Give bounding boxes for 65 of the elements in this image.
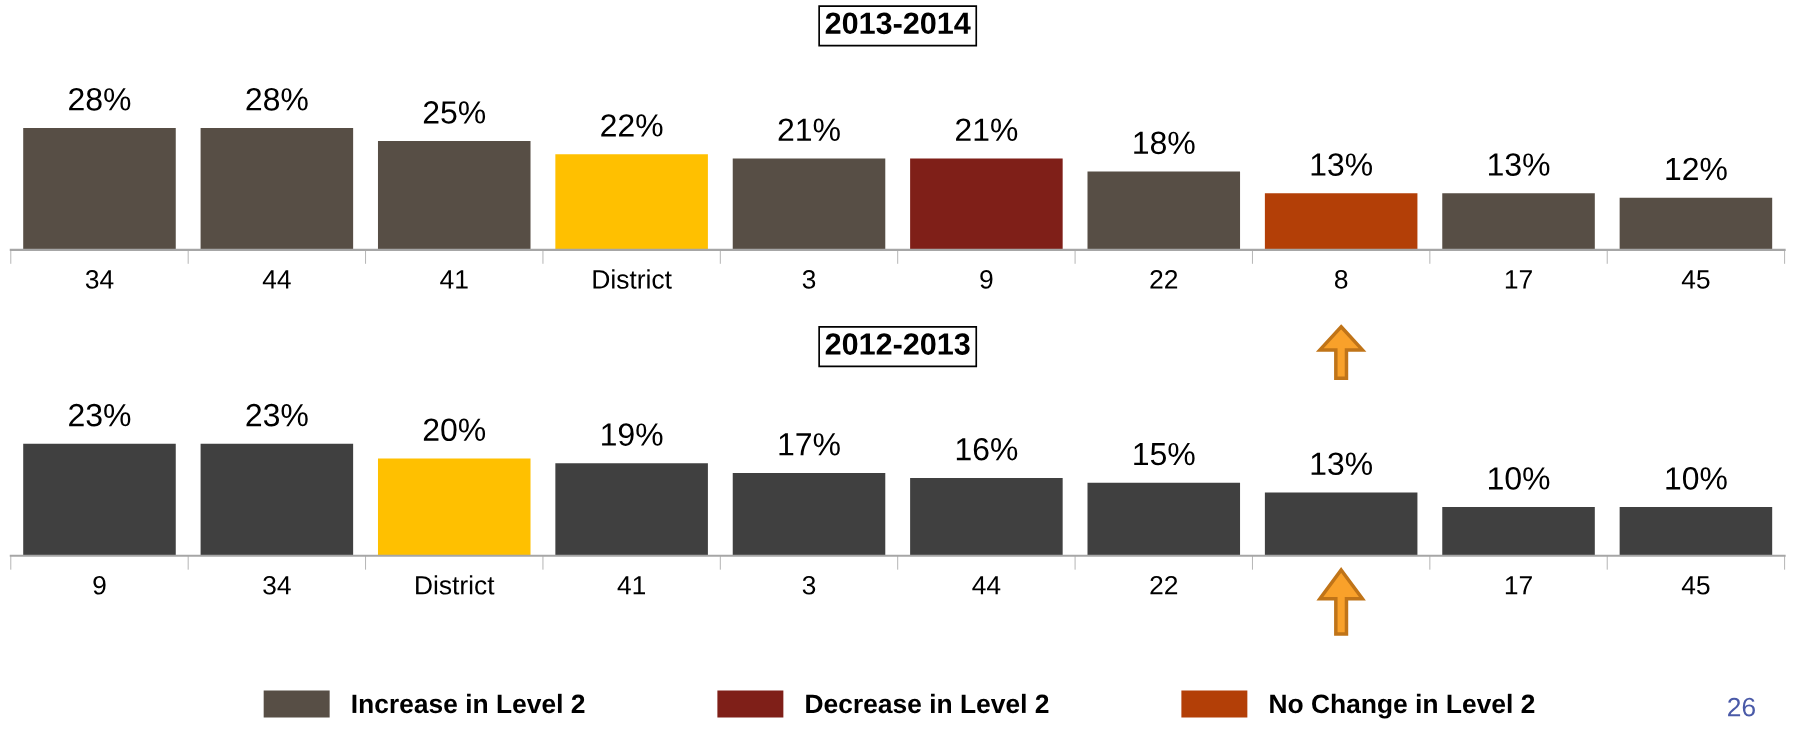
x-tick-label: 3 (802, 270, 816, 289)
x-tick-label: 17 (1505, 576, 1532, 595)
bar (1087, 482, 1241, 556)
chart-title: 2012-2013 (825, 333, 970, 355)
bar (555, 154, 708, 250)
bar (200, 128, 354, 250)
x-tick-label: 9 (93, 575, 106, 595)
bar (1087, 171, 1241, 250)
data-label: 13% (1489, 153, 1550, 176)
x-tick-label: 9 (980, 270, 993, 289)
data-label: 23% (246, 403, 308, 427)
x-tick-label: 17 (1505, 270, 1532, 289)
x-tick-label: 22 (1150, 575, 1178, 595)
x-tick-label: 41 (440, 270, 468, 289)
data-label: 21% (956, 118, 1018, 141)
bar (23, 443, 176, 556)
data-label: 12% (1666, 157, 1727, 181)
x-tick-label: 34 (263, 575, 291, 595)
bar (377, 458, 531, 556)
data-label: 22% (601, 114, 663, 137)
x-tick-label: 44 (262, 270, 291, 289)
x-tick-label: District (416, 575, 495, 595)
chart-title: 2013-2014 (825, 12, 971, 35)
x-tick-label: 45 (1681, 270, 1710, 289)
data-label: 13% (1311, 153, 1372, 176)
data-label: 10% (1489, 467, 1550, 490)
bar (200, 443, 354, 556)
x-tick-label: 44 (972, 576, 1001, 595)
text: 26 (1728, 697, 1755, 717)
legend-label: Increase in Level 2 (352, 693, 585, 714)
legend-label: Decrease in Level 2 (806, 693, 1049, 714)
bar (732, 158, 886, 250)
data-label: 18% (1134, 131, 1195, 155)
bar (1442, 507, 1595, 556)
bar (910, 477, 1063, 556)
x-tick-label: 45 (1681, 576, 1710, 595)
data-label: 15% (1134, 442, 1195, 466)
bar (1264, 193, 1418, 250)
bar (1619, 507, 1773, 556)
data-label: 10% (1666, 467, 1727, 490)
legend-label: No Change in Level 2 (1270, 693, 1535, 719)
bar (377, 141, 531, 250)
data-label: 17% (779, 433, 840, 456)
data-label: 13% (1311, 452, 1372, 476)
bar (1619, 197, 1773, 250)
bar (910, 158, 1063, 250)
x-tick-label: 8 (1334, 270, 1348, 289)
x-tick-label: 3 (802, 575, 816, 595)
x-tick-label: 41 (617, 576, 646, 595)
data-label: 16% (956, 437, 1018, 461)
data-label: 28% (69, 88, 131, 111)
data-label: 20% (423, 418, 486, 442)
bar (555, 463, 708, 556)
data-label: 23% (69, 403, 131, 427)
data-label: 28% (246, 88, 308, 111)
x-tick-label: 22 (1150, 270, 1178, 289)
x-tick-label: 34 (85, 270, 114, 289)
bar (1264, 492, 1418, 556)
bar (732, 473, 886, 556)
bar (1442, 193, 1595, 250)
bar (23, 128, 176, 250)
x-tick-label: District (593, 269, 672, 289)
data-label: 19% (602, 423, 663, 446)
data-label: 25% (423, 101, 486, 124)
data-label: 21% (778, 118, 840, 141)
